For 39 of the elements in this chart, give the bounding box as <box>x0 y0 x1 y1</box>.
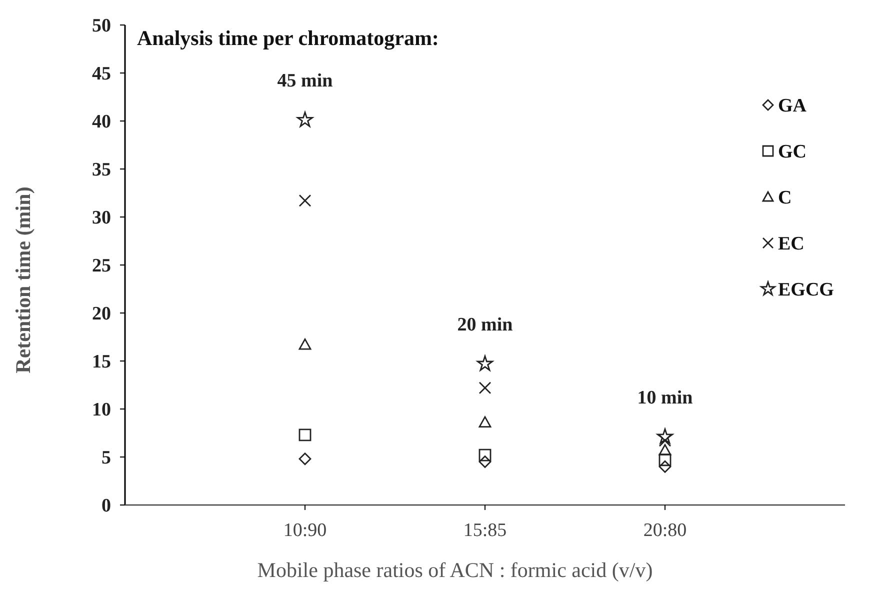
legend-label: GA <box>778 96 807 117</box>
chart-title: Analysis time per chromatogram: <box>137 26 439 50</box>
x-tick-label: 15:85 <box>463 520 507 541</box>
y-tick-label: 10 <box>92 400 111 421</box>
x-tick-label: 20:80 <box>643 520 687 541</box>
point <box>298 338 312 350</box>
point <box>658 444 672 456</box>
point <box>478 448 492 462</box>
y-tick-label: 5 <box>102 448 111 469</box>
y-tick-label: 25 <box>92 256 111 277</box>
y-tick-label: 40 <box>92 112 111 133</box>
x-axis-title: Mobile phase ratios of ACN : formic acid (v/v) <box>257 558 653 582</box>
annotation: 45 min <box>277 70 334 92</box>
y-tick-label: 35 <box>92 160 111 181</box>
legend-label: EC <box>778 234 804 255</box>
annotation: 10 min <box>637 387 694 408</box>
y-tick-label: 45 <box>92 64 111 85</box>
point <box>656 428 674 444</box>
x-tick-label: 10:90 <box>283 520 327 541</box>
point <box>478 416 492 428</box>
point <box>658 454 672 466</box>
point <box>298 194 312 207</box>
legend-label: C <box>778 188 792 209</box>
point <box>478 382 492 394</box>
point <box>298 428 312 442</box>
point <box>298 452 312 466</box>
y-tick-label: 0 <box>102 496 111 517</box>
point <box>296 112 314 127</box>
point <box>658 460 672 473</box>
legend-label: GC <box>778 142 806 163</box>
y-axis-title: Retention time (min) <box>11 186 35 374</box>
y-tick-label: 50 <box>92 16 111 37</box>
legend-label: EGCG <box>778 280 834 301</box>
y-tick-label: 15 <box>92 352 111 373</box>
point <box>476 355 494 371</box>
point <box>478 456 492 468</box>
y-tick-label: 20 <box>92 304 111 325</box>
y-tick-label: 30 <box>92 208 111 229</box>
annotation: 20 min <box>457 314 514 336</box>
